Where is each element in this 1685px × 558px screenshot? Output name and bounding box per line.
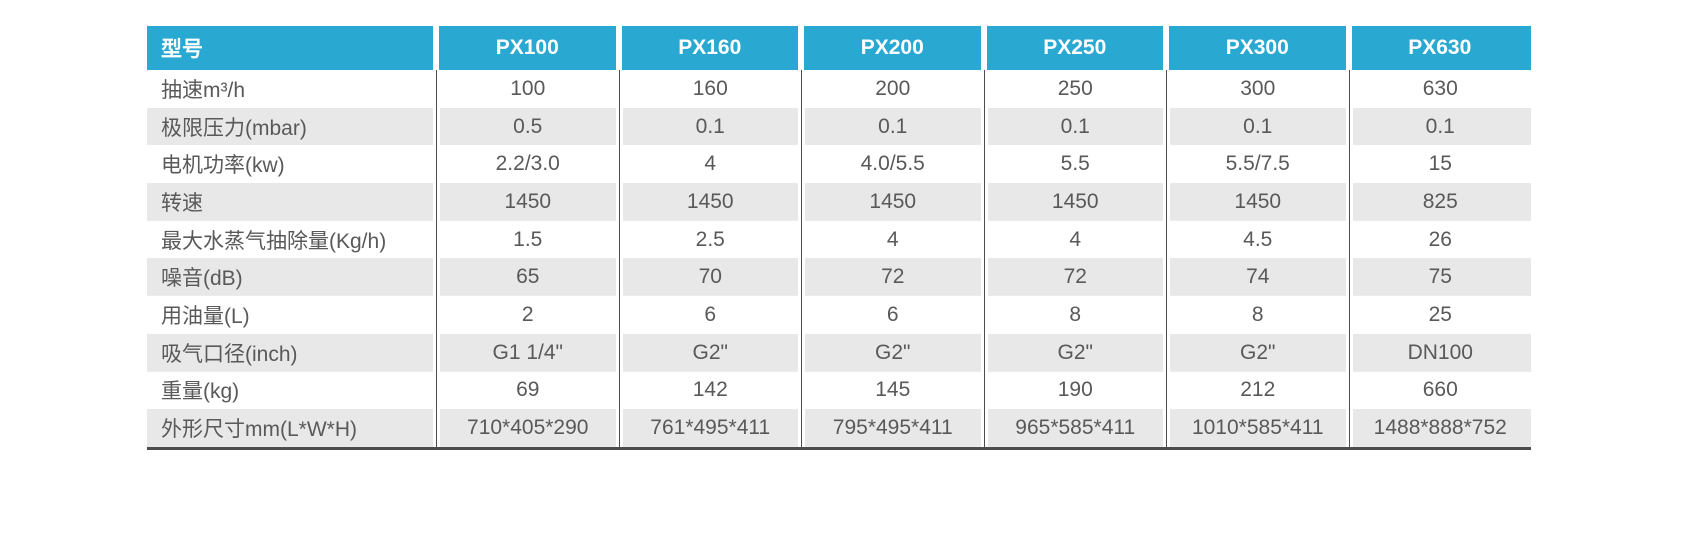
table-cell: 1010*585*411 <box>1166 409 1349 447</box>
table-cell: 825 <box>1348 183 1531 221</box>
table-row: 外形尺寸mm(L*W*H) 710*405*290 761*495*411 795*4… <box>147 409 1531 447</box>
row-label: 重量(kg) <box>161 380 240 404</box>
table-cell: 200 <box>801 70 984 108</box>
table-cell: DN100 <box>1348 333 1531 372</box>
table-cell: 4 <box>983 220 1167 259</box>
table-cell: 0.1 <box>801 107 984 146</box>
table-cell: 72 <box>801 258 984 297</box>
table-cell: 630 <box>1348 70 1532 108</box>
table-cell: 70 <box>618 258 801 297</box>
table-cell: G2" <box>983 333 1166 372</box>
table-cell: 5.5 <box>983 145 1167 184</box>
column-header: PX250 <box>983 26 1166 70</box>
table-cell: 1450 <box>1166 183 1349 221</box>
table-row: 吸气口径(inch) G1 1/4" G2" G2" G2" G2" DN100 <box>147 333 1531 372</box>
column-header: PX300 <box>1166 26 1349 70</box>
table-cell: 25 <box>1348 296 1532 334</box>
table-cell: 26 <box>1348 220 1532 259</box>
table-cell: G2" <box>801 333 984 372</box>
table-cell: 6 <box>801 296 984 334</box>
row-label: 极限压力(mbar) <box>147 107 436 146</box>
table-cell: 0.1 <box>618 107 801 146</box>
header-row: 型号 PX100 PX160 PX200 PX250 PX300 PX630 <box>147 26 1531 70</box>
table-row: 电机功率(kw) 2.2/3.0 4 4.0/5.5 5.5 5.5/7.5 15 <box>147 145 1532 184</box>
table-cell: 4.5 <box>1166 220 1349 259</box>
spec-table-body: 抽速m³/h 100 160 200 250 300 630 极限压力(mbar) 0.5 0.1… <box>147 70 1531 447</box>
table-cell: 1450 <box>618 183 801 221</box>
table-cell: 0.1 <box>1348 107 1531 146</box>
table-cell: 1450 <box>801 183 984 221</box>
row-label: 最大水蒸气抽除量(Kg/h) <box>161 229 387 253</box>
row-label: 外形尺寸mm(L*W*H) <box>147 409 436 447</box>
table-row: 极限压力(mbar) 0.5 0.1 0.1 0.1 0.1 0.1 <box>147 107 1531 146</box>
table-cell: 212 <box>1166 371 1349 410</box>
column-header: PX200 <box>801 26 984 70</box>
table-row: 用油量(L) 2 6 6 8 8 25 <box>147 296 1531 334</box>
table-cell: 795*495*411 <box>801 409 984 447</box>
table-row: 重量(kg) 69 142 145 190 212 660 <box>147 371 1532 410</box>
table-cell: 1450 <box>436 183 619 221</box>
table-cell: 2.5 <box>618 220 802 259</box>
column-header: PX100 <box>436 26 619 70</box>
table-cell: 145 <box>801 371 984 410</box>
table-cell: 300 <box>1166 70 1349 108</box>
table-cell: G2" <box>618 333 801 372</box>
row-label: 用油量(L) <box>161 304 250 328</box>
table-cell: 8 <box>983 296 1167 334</box>
table-cell: 965*585*411 <box>983 409 1166 447</box>
spec-table: 型号 PX100 PX160 PX200 PX250 PX300 PX630 抽… <box>147 26 1531 450</box>
table-row: 噪音(dB) 65 70 72 72 74 75 <box>147 258 1531 297</box>
table-cell: 0.5 <box>436 107 619 146</box>
table-cell: 160 <box>618 70 802 108</box>
table-cell: 0.1 <box>1166 107 1349 146</box>
table-cell: 761*495*411 <box>618 409 801 447</box>
table-cell: 4 <box>618 145 802 184</box>
table-cell: 4 <box>801 220 984 259</box>
table-row: 最大水蒸气抽除量(Kg/h) 1.5 2.5 4 4 4.5 26 <box>147 220 1532 259</box>
table-cell: 72 <box>983 258 1166 297</box>
table-cell: 75 <box>1348 258 1531 297</box>
row-label: 吸气口径(inch) <box>147 333 436 372</box>
table-cell: 190 <box>983 371 1167 410</box>
table-cell: G2" <box>1166 333 1349 372</box>
table-cell: 5.5/7.5 <box>1166 145 1349 184</box>
table-cell: 710*405*290 <box>436 409 619 447</box>
table-cell: 1.5 <box>436 220 619 259</box>
table-cell: 2 <box>436 296 619 334</box>
table-cell: 100 <box>436 70 619 108</box>
row-label: 抽速m³/h <box>161 78 245 102</box>
table-cell: 4.0/5.5 <box>801 145 984 184</box>
table-cell: 2.2/3.0 <box>436 145 619 184</box>
table-cell: 250 <box>983 70 1167 108</box>
table-cell: G1 1/4" <box>436 333 619 372</box>
table-row: 抽速m³/h 100 160 200 250 300 630 <box>147 70 1531 108</box>
table-cell: 8 <box>1166 296 1349 334</box>
table-row: 转速 1450 1450 1450 1450 1450 825 <box>147 183 1531 221</box>
table-cell: 1488*888*752 <box>1348 409 1531 447</box>
table-cell: 69 <box>436 371 619 410</box>
table-cell: 15 <box>1348 145 1532 184</box>
table-cell: 660 <box>1348 371 1532 410</box>
table-cell: 0.1 <box>983 107 1166 146</box>
table-cell: 1450 <box>983 183 1166 221</box>
table-cell: 65 <box>436 258 619 297</box>
column-header: PX160 <box>618 26 801 70</box>
column-header: PX630 <box>1348 26 1531 70</box>
table-cell: 74 <box>1166 258 1349 297</box>
table-cell: 6 <box>618 296 802 334</box>
row-label: 电机功率(kw) <box>161 154 285 178</box>
table-cell: 142 <box>618 371 802 410</box>
row-label: 噪音(dB) <box>147 258 436 297</box>
row-label: 转速 <box>147 183 436 221</box>
column-header-model: 型号 <box>147 26 436 70</box>
